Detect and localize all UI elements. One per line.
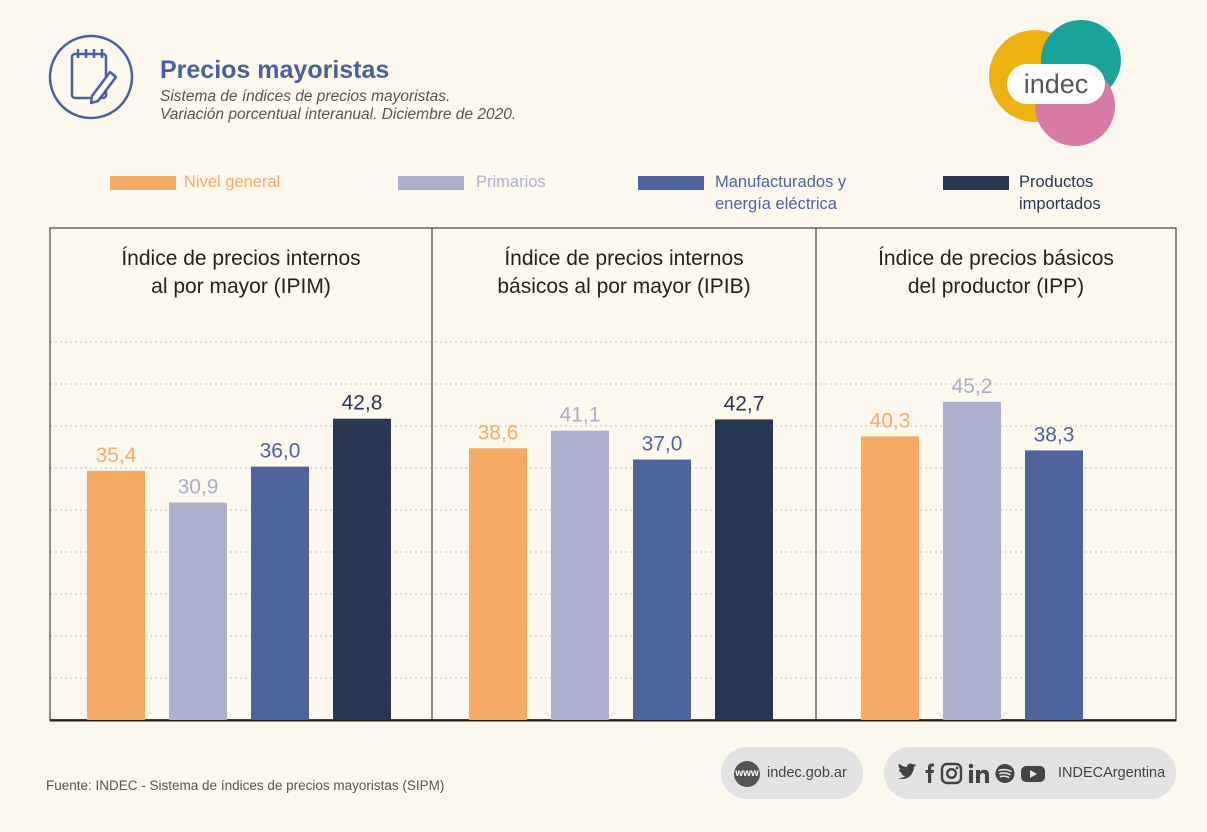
bar [251,466,309,720]
youtube-icon[interactable] [1021,766,1045,782]
spotify-icon[interactable] [995,764,1015,783]
bar-value-label: 35,4 [96,444,137,467]
bar [943,401,1001,720]
bar-value-label: 42,8 [342,392,383,415]
source-note: Fuente: INDEC - Sistema de índices de pr… [46,778,445,793]
bar-value-label: 36,0 [260,440,301,463]
bar-value-label: 38,3 [1034,423,1075,446]
bar [715,419,773,720]
legend-swatch-primarios [398,176,464,190]
panel-title-line-2: del productor (IPP) [908,275,1084,298]
bar-value-label: 41,1 [560,404,601,427]
panel-title-line-1: Índice de precios internos [121,247,360,270]
instagram-icon[interactable] [940,762,963,785]
bar [333,418,391,720]
legend-swatch-nivel-general [110,176,176,190]
legend-label-manufacturados: Manufacturados y energía eléctrica [715,173,847,213]
bar-value-label: 38,6 [478,421,519,444]
bar [861,436,919,720]
panel-title-line-1: Índice de precios internos [504,247,743,270]
legend-swatch-productos-importados [943,176,1009,190]
chart-frame [49,227,1177,722]
legend-label-primarios: Primarios [476,173,546,191]
www-icon: www [734,761,760,787]
social-links[interactable]: INDECArgentina [884,747,1176,799]
bar [169,502,227,720]
logo-text: indec [1024,69,1089,99]
bar [469,448,527,720]
website-link[interactable]: www indec.gob.ar [721,747,863,799]
bar-value-label: 40,3 [870,409,911,432]
panel-title-line-2: básicos al por mayor (IPIB) [497,275,750,298]
subtitle-line-1: Sistema de índices de precios mayoristas… [160,88,451,105]
bar [1025,450,1083,720]
notepad-pencil-icon [48,34,134,120]
linkedin-icon[interactable] [968,763,989,783]
legend-label-nivel-general: Nivel general [184,173,281,191]
page-title: Precios mayoristas [160,56,390,84]
social-handle: INDECArgentina [1058,765,1166,781]
bar [87,470,145,720]
website-text: indec.gob.ar [767,765,847,781]
legend-swatch-manufacturados [638,176,704,190]
bar-value-label: 30,9 [178,475,219,498]
bar [551,430,609,720]
bar [633,459,691,720]
legend-label-productos-importados: Productos importados [1019,173,1101,213]
facebook-icon[interactable] [925,763,935,784]
panel-title-line-2: al por mayor (IPIM) [151,275,331,298]
bar-value-label: 37,0 [642,433,683,456]
bar-value-label: 42,7 [724,392,765,415]
panel-title-line-1: Índice de precios básicos [878,247,1114,270]
bar-value-label: 45,2 [952,375,993,398]
twitter-icon[interactable] [898,763,917,779]
subtitle-line-2: Variación porcentual interanual. Diciemb… [160,106,517,123]
indec-logo: indec [989,20,1121,146]
